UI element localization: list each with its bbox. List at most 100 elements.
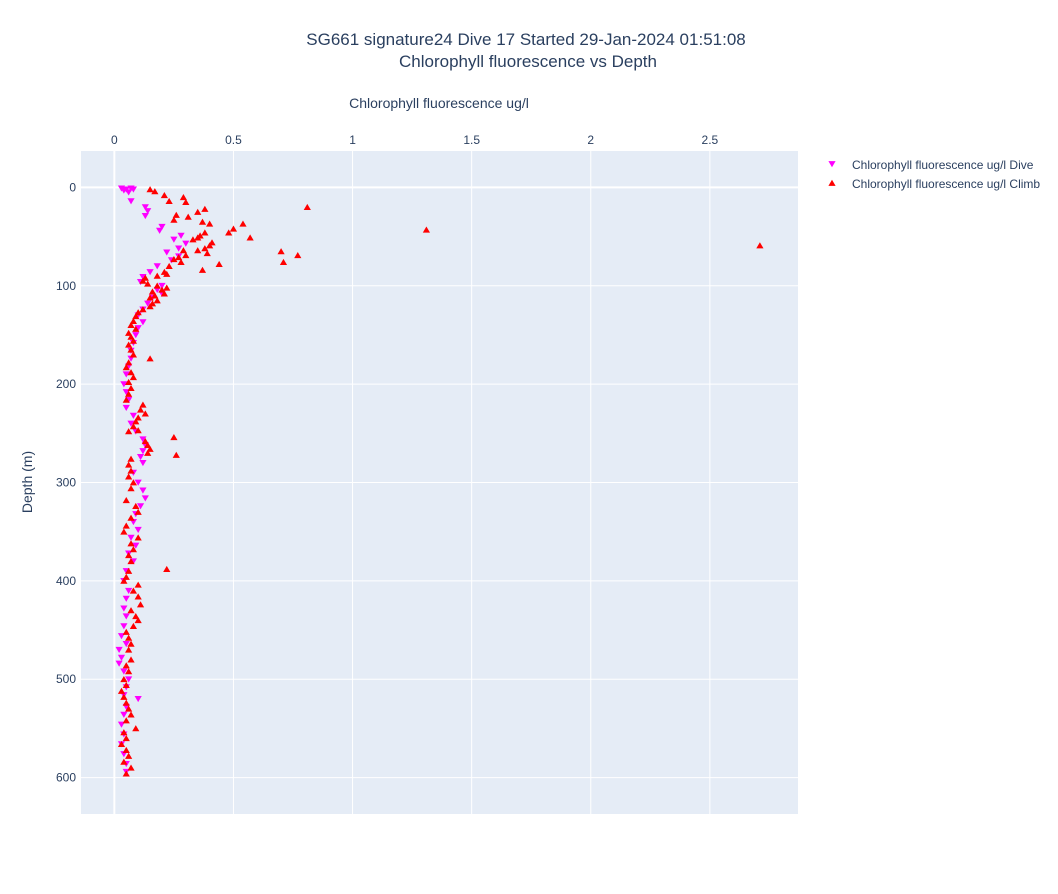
climb-point xyxy=(151,188,159,195)
climb-point xyxy=(160,290,168,297)
dive-point xyxy=(115,646,123,653)
legend[interactable]: Chlorophyll fluorescence ug/l Dive Chlor… xyxy=(828,158,1040,191)
dive-point xyxy=(122,640,130,648)
dive-point xyxy=(139,274,147,281)
climb-point xyxy=(170,216,178,223)
chart-subtitle: Chlorophyll fluorescence vs Depth xyxy=(399,52,657,71)
climb-point xyxy=(122,662,130,669)
dive-point xyxy=(134,325,142,332)
climb-point xyxy=(122,681,130,689)
climb-point xyxy=(120,693,128,700)
climb-point xyxy=(127,607,135,614)
climb-point xyxy=(127,640,135,647)
climb-point xyxy=(153,272,161,279)
climb-point xyxy=(146,303,154,310)
climb-point xyxy=(122,496,130,504)
y-tick-label: 600 xyxy=(56,771,76,785)
climb-series xyxy=(117,186,764,777)
climb-point xyxy=(122,573,130,580)
climb-point xyxy=(125,752,133,759)
climb-point xyxy=(129,622,138,629)
climb-point xyxy=(120,528,128,535)
climb-point xyxy=(160,192,168,199)
climb-point xyxy=(117,740,126,748)
climb-point xyxy=(125,668,133,675)
climb-point xyxy=(129,479,138,486)
climb-point xyxy=(198,266,207,273)
dive-point xyxy=(139,459,147,467)
dive-point xyxy=(120,623,128,630)
climb-point xyxy=(127,467,135,474)
climb-point xyxy=(122,735,130,742)
x-tick-label: 1 xyxy=(349,133,356,147)
climb-point xyxy=(136,601,145,608)
climb-point xyxy=(132,613,140,620)
climb-point xyxy=(194,208,202,215)
y-tick-label: 300 xyxy=(56,476,76,490)
dive-point xyxy=(146,269,154,276)
y-tick-label: 500 xyxy=(56,672,76,686)
climb-point xyxy=(172,451,180,458)
climb-point xyxy=(125,341,133,348)
climb-point xyxy=(134,593,142,600)
climb-point xyxy=(172,211,180,218)
dive-point xyxy=(158,223,166,230)
dive-point xyxy=(141,213,149,220)
dive-point xyxy=(175,245,183,252)
climb-point xyxy=(158,286,166,293)
climb-point xyxy=(144,449,152,456)
x-tick-label: 2 xyxy=(587,133,594,147)
climb-point xyxy=(122,717,130,724)
climb-point xyxy=(206,242,214,249)
climb-point xyxy=(125,634,133,641)
dive-point xyxy=(139,319,147,326)
x-tick-labels: 0 0.5 1 1.5 2 2.5 xyxy=(111,133,719,147)
climb-point xyxy=(177,258,185,266)
climb-point xyxy=(422,226,430,233)
dive-point xyxy=(122,371,130,378)
climb-point xyxy=(239,220,247,227)
climb-point xyxy=(129,587,138,594)
dive-point xyxy=(170,236,178,243)
y-axis-title: Depth (m) xyxy=(19,451,35,513)
dive-point xyxy=(132,332,140,339)
legend-marker-dive xyxy=(828,161,836,168)
data-markers xyxy=(115,185,764,777)
climb-point xyxy=(148,288,157,295)
y-tick-label: 200 xyxy=(56,377,76,391)
climb-point xyxy=(129,374,138,381)
climb-point xyxy=(279,258,288,266)
climb-point xyxy=(194,247,202,254)
climb-point xyxy=(179,247,188,254)
dive-point xyxy=(120,605,128,612)
dive-point xyxy=(156,227,164,234)
climb-point xyxy=(165,262,173,269)
legend-label-dive: Chlorophyll fluorescence ug/l Dive xyxy=(852,158,1034,172)
climb-point xyxy=(194,234,202,241)
climb-point xyxy=(139,277,147,284)
legend-item-climb[interactable]: Chlorophyll fluorescence ug/l Climb xyxy=(828,177,1040,191)
climb-point xyxy=(201,205,209,212)
dive-point xyxy=(125,676,133,683)
dive-point xyxy=(125,189,133,196)
climb-point xyxy=(120,675,128,683)
climb-point xyxy=(120,577,128,584)
climb-point xyxy=(134,309,142,316)
climb-point xyxy=(189,236,197,243)
climb-point xyxy=(134,581,142,588)
climb-point xyxy=(163,270,171,277)
climb-point xyxy=(215,260,223,268)
climb-point xyxy=(182,252,190,259)
climb-point xyxy=(132,725,140,732)
climb-point xyxy=(127,369,135,376)
dive-point xyxy=(153,263,161,270)
climb-point xyxy=(132,325,140,332)
climb-point xyxy=(127,485,135,492)
y-tick-labels: 0 100 200 300 400 500 600 xyxy=(56,180,76,784)
climb-point xyxy=(134,508,142,515)
climb-point xyxy=(125,646,133,653)
climb-point xyxy=(129,546,138,553)
climb-point xyxy=(303,203,311,210)
legend-item-dive[interactable]: Chlorophyll fluorescence ug/l Dive xyxy=(828,158,1034,172)
